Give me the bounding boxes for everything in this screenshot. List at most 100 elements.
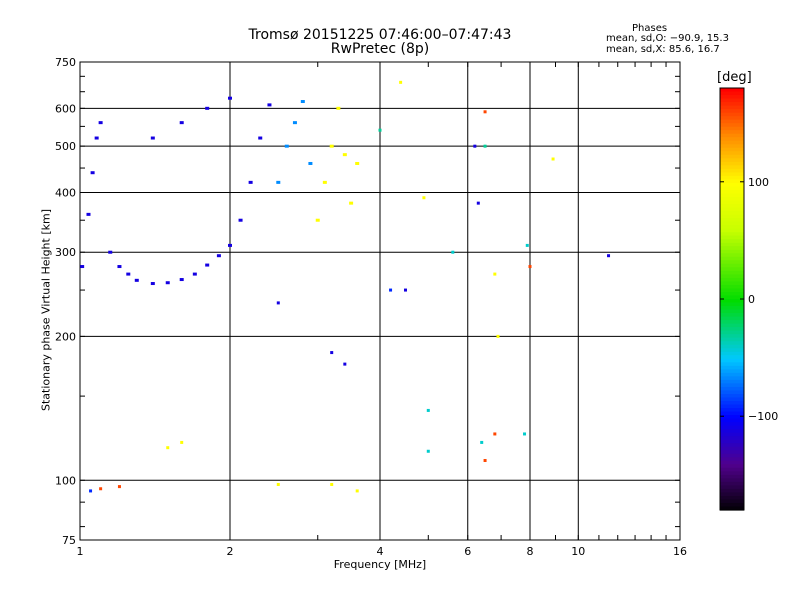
scatter-point <box>378 128 382 132</box>
colorbar-segment <box>720 242 744 247</box>
phase-stats-o: mean, sd,O: −90.9, 15.3 <box>606 33 729 44</box>
x-tick-label: 1 <box>77 545 84 558</box>
colorbar-segment <box>720 246 744 251</box>
scatter-point <box>473 144 477 148</box>
colorbar-segment <box>720 211 744 216</box>
scatter-point <box>276 482 280 486</box>
colorbar-segment <box>720 362 744 367</box>
colorbar-segment <box>720 478 744 483</box>
trace-point <box>267 103 272 107</box>
colorbar-segment <box>720 189 744 195</box>
y-tick-label: 100 <box>55 474 76 487</box>
scatter-point <box>330 482 334 486</box>
scatter-point <box>496 334 500 338</box>
trace-point <box>80 265 85 269</box>
colorbar-segment <box>720 400 744 406</box>
colorbar-segment <box>720 327 744 332</box>
colorbar-segment <box>720 133 744 138</box>
x-tick-label: 16 <box>673 545 687 558</box>
colorbar-segment <box>720 140 744 145</box>
colorbar-segment <box>720 161 744 166</box>
colorbar-segment <box>720 270 744 275</box>
colorbar-segment <box>720 502 744 508</box>
colorbar-segment <box>720 288 744 293</box>
colorbar-segment <box>720 450 744 455</box>
scatter-point <box>607 254 611 258</box>
colorbar-segment <box>720 460 744 465</box>
colorbar-segment <box>720 130 744 135</box>
colorbar-segment <box>720 393 744 399</box>
trace-point <box>300 100 305 104</box>
colorbar-segment <box>720 91 744 96</box>
colorbar-segment <box>720 225 744 230</box>
colorbar-segment <box>720 186 744 191</box>
scatter-point <box>422 196 426 200</box>
colorbar-segment <box>720 281 744 286</box>
colorbar-segment <box>720 411 744 416</box>
trace-point <box>349 201 354 205</box>
colorbar-segment <box>720 200 744 205</box>
colorbar-segment <box>720 341 744 346</box>
colorbar-segment <box>720 439 744 444</box>
colorbar-segment <box>720 137 744 142</box>
scatter-point <box>483 458 487 462</box>
scatter-point <box>355 489 359 493</box>
colorbar-segment <box>720 418 744 423</box>
colorbar-segment <box>720 274 744 279</box>
colorbar-segment <box>720 415 744 420</box>
scatter-point <box>493 432 497 436</box>
trace-point <box>134 278 139 282</box>
colorbar-segment <box>720 348 744 353</box>
colorbar-segment <box>720 299 744 304</box>
scatter-point <box>480 440 484 444</box>
colorbar-segment <box>720 432 744 437</box>
colorbar-segment <box>720 386 744 392</box>
colorbar-segment <box>720 316 744 321</box>
trace-point <box>117 265 122 269</box>
colorbar-segment <box>720 116 744 121</box>
x-tick-label: 10 <box>571 545 585 558</box>
trace-point <box>205 106 210 110</box>
colorbar-segment <box>720 228 744 233</box>
colorbar-segment <box>720 119 744 124</box>
colorbar-segment <box>720 337 744 342</box>
colorbar-segment <box>720 464 744 469</box>
trace-point <box>150 136 155 140</box>
colorbar-unit: [deg] <box>717 70 752 85</box>
trace-point <box>90 171 95 175</box>
scatter-point <box>389 288 393 292</box>
colorbar-segment <box>720 323 744 328</box>
scatter-point <box>166 446 170 450</box>
y-tick-label: 75 <box>62 534 76 547</box>
trace-point <box>205 263 210 267</box>
trace-point <box>179 278 184 282</box>
colorbar-segment <box>720 263 744 268</box>
colorbar-segment <box>720 158 744 163</box>
colorbar-segment <box>720 95 744 100</box>
colorbar-segment <box>720 344 744 349</box>
colorbar-segment <box>720 355 744 360</box>
colorbar-segment <box>720 302 744 307</box>
colorbar-segment <box>720 112 744 117</box>
trace-point <box>238 218 243 222</box>
trace-point <box>86 212 91 216</box>
colorbar-segment <box>720 179 744 184</box>
colorbar-segment <box>720 330 744 335</box>
colorbar-segment <box>720 422 744 427</box>
phase-stats-title: Phases <box>632 23 668 34</box>
colorbar-segment <box>720 249 744 254</box>
colorbar-tick-label: 100 <box>748 176 769 189</box>
colorbar-segment <box>720 126 744 131</box>
scatter-point <box>528 265 532 269</box>
scatter-point <box>483 144 487 148</box>
colorbar-segment <box>720 207 744 212</box>
colorbar-segment <box>720 267 744 272</box>
colorbar-segment <box>720 175 744 181</box>
scatter-point <box>180 440 184 444</box>
colorbar-tick-label: −100 <box>748 410 778 423</box>
colorbar-segment <box>720 499 744 504</box>
colorbar-segment <box>720 365 744 370</box>
trace-point <box>342 153 347 157</box>
colorbar-segment <box>720 123 744 128</box>
colorbar-segment <box>720 256 744 261</box>
